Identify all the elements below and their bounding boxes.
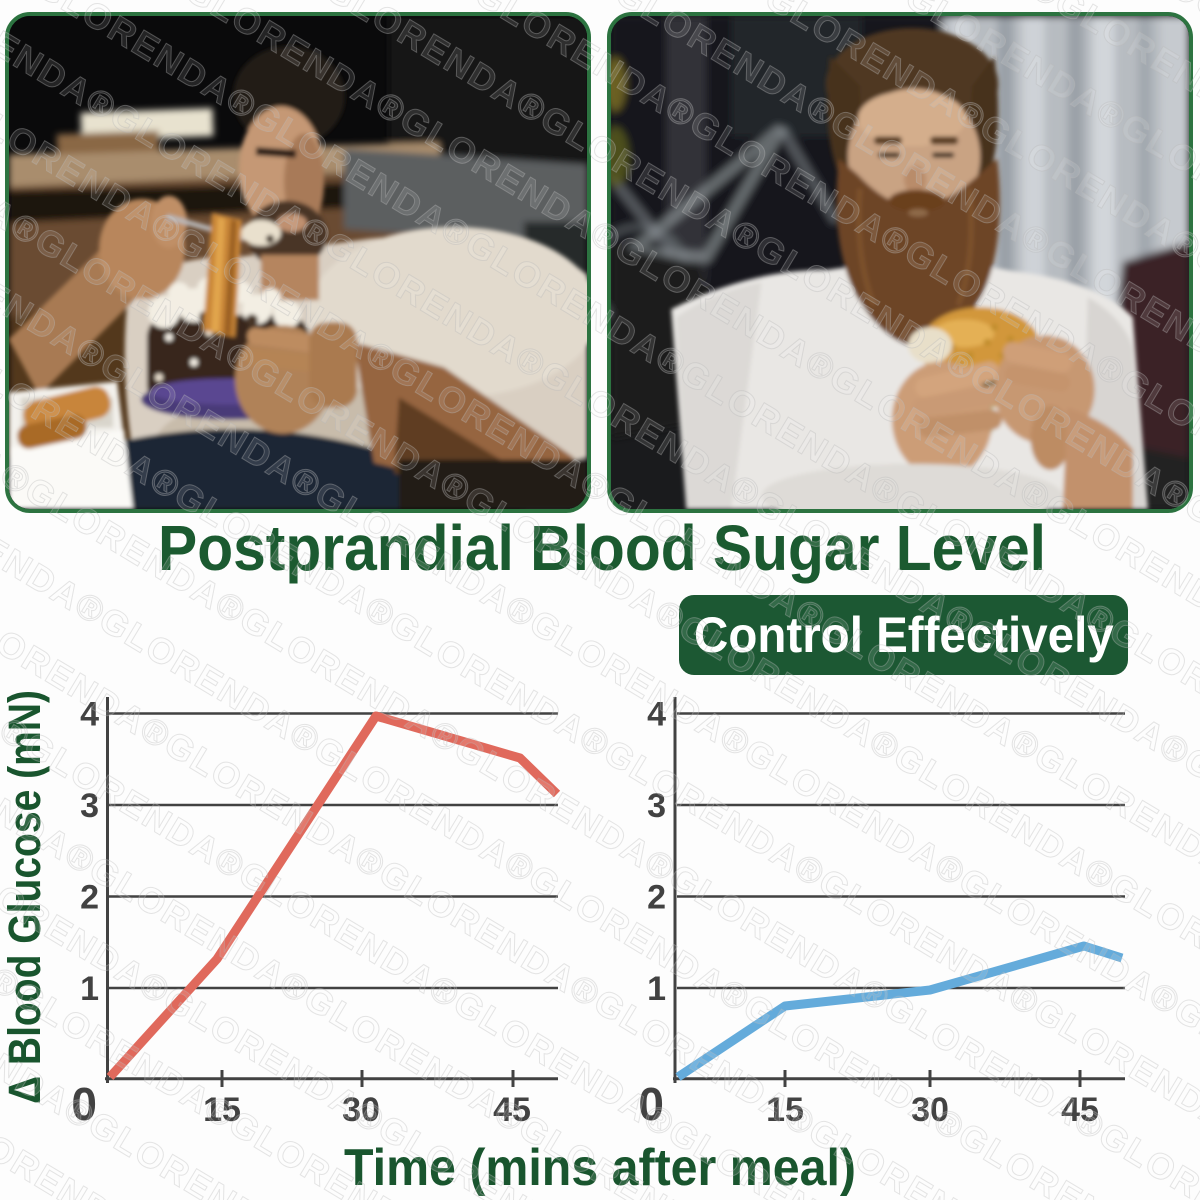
svg-text:0: 0 bbox=[71, 1078, 97, 1130]
svg-text:45: 45 bbox=[1061, 1091, 1099, 1129]
svg-text:30: 30 bbox=[911, 1091, 949, 1129]
svg-text:15: 15 bbox=[766, 1091, 804, 1129]
svg-text:4: 4 bbox=[647, 696, 666, 734]
svg-text:Δ Blood Glucose (mN): Δ Blood Glucose (mN) bbox=[0, 690, 50, 1104]
svg-text:Postprandial Blood Sugar Level: Postprandial Blood Sugar Level bbox=[158, 512, 1046, 584]
svg-text:4: 4 bbox=[80, 696, 99, 734]
svg-text:1: 1 bbox=[647, 970, 666, 1008]
svg-text:2: 2 bbox=[80, 879, 99, 917]
svg-text:30: 30 bbox=[342, 1091, 380, 1129]
svg-text:3: 3 bbox=[80, 787, 99, 825]
svg-text:3: 3 bbox=[647, 787, 666, 825]
svg-text:2: 2 bbox=[647, 879, 666, 917]
svg-text:1: 1 bbox=[80, 970, 99, 1008]
svg-text:0: 0 bbox=[638, 1078, 664, 1130]
svg-text:Time (mins after meal): Time (mins after meal) bbox=[344, 1139, 856, 1197]
svg-text:15: 15 bbox=[203, 1091, 241, 1129]
svg-text:45: 45 bbox=[493, 1091, 531, 1129]
